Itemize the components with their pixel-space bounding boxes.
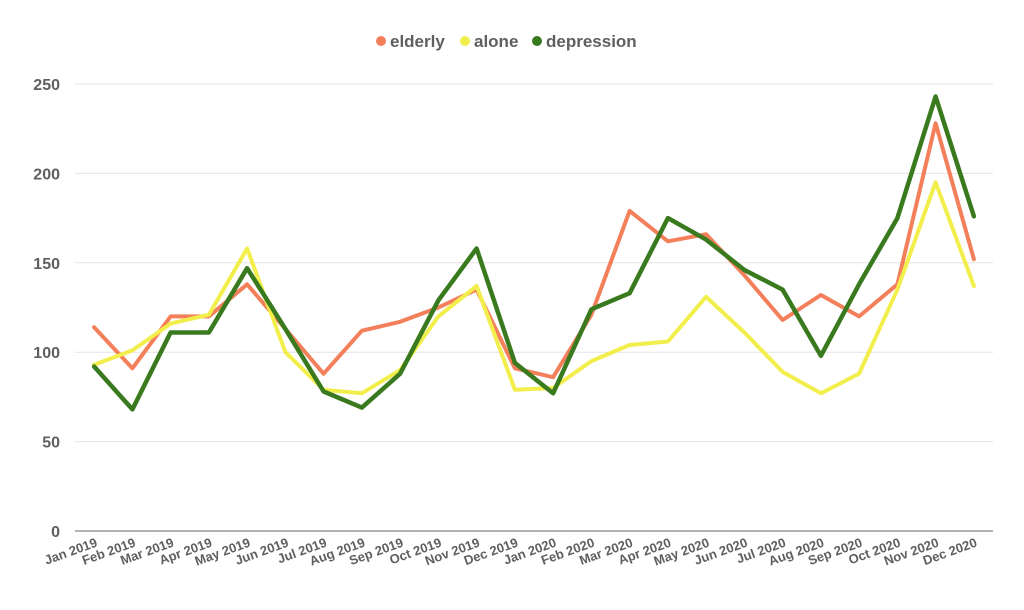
y-tick-label: 250 [33, 77, 60, 94]
legend-marker-elderly [376, 36, 386, 46]
series-line-depression [91, 94, 977, 412]
y-tick-label: 50 [42, 435, 60, 452]
legend-marker-depression [532, 36, 542, 46]
legend: elderly alone depression [376, 32, 637, 51]
legend-marker-alone [460, 36, 470, 46]
series-line-alone [92, 180, 976, 396]
legend-label-alone: alone [474, 32, 518, 51]
gridlines [75, 83, 993, 532]
series-lines [91, 94, 977, 412]
y-tick-label: 100 [33, 345, 60, 362]
y-tick-label: 200 [33, 166, 60, 183]
legend-label-depression: depression [546, 32, 637, 51]
y-tick-label: 150 [33, 256, 60, 273]
series-line-elderly [92, 121, 976, 380]
y-axis-tick-labels: 0 50 100 150 200 250 [33, 77, 60, 541]
legend-label-elderly: elderly [390, 32, 445, 51]
y-tick-label: 0 [51, 524, 60, 541]
